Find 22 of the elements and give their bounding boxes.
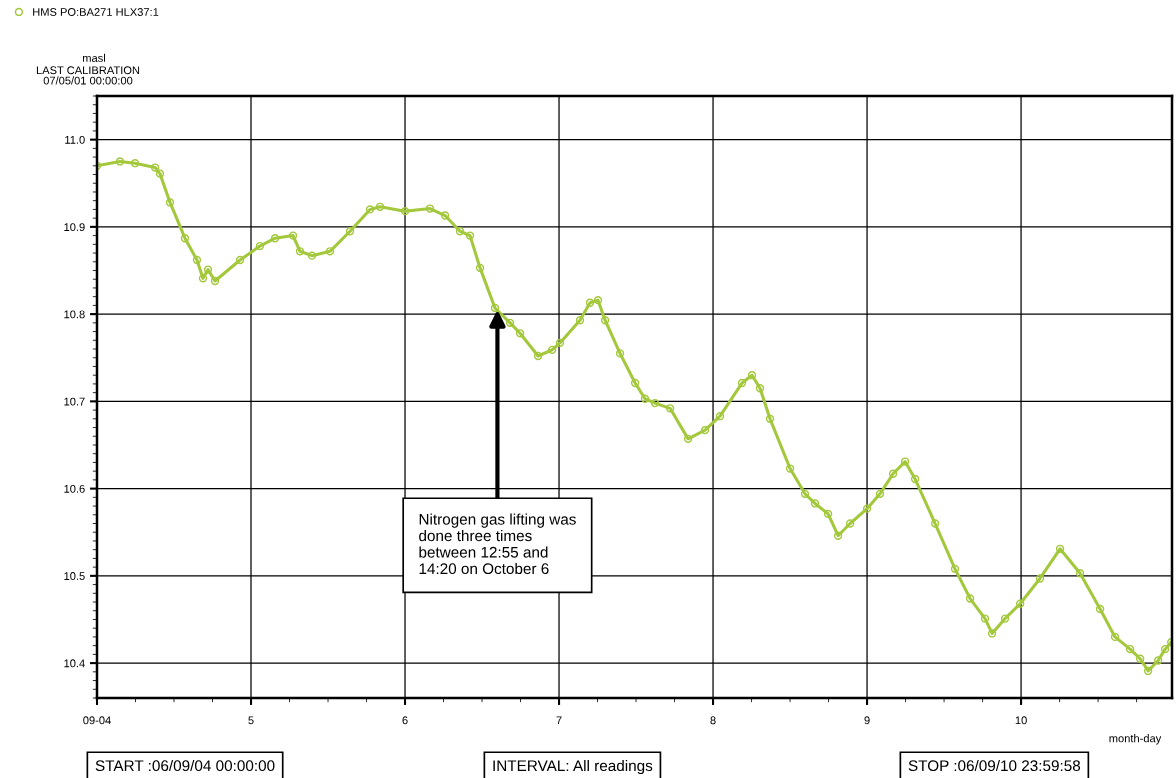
y-tick-label: 10.9 [64, 223, 85, 232]
x-tick-label: 7 [556, 716, 562, 725]
x-tick-label: 09-04 [83, 716, 111, 725]
text: STOP :06/09/10 23:59:58 [908, 759, 1081, 772]
x-tick-label: 10 [1015, 716, 1027, 725]
y-axis-title: masl [83, 53, 105, 62]
text: INTERVAL: All readings [493, 759, 653, 775]
x-tick-label: 6 [402, 716, 408, 725]
x-tick-label: 8 [710, 716, 716, 725]
y-tick-label: 10.5 [64, 572, 85, 580]
legend-label: HMS PO:BA271 HLX37:1 [33, 8, 159, 16]
text: START :06/09/04 00:00:00 [95, 759, 275, 772]
y-tick-label: 10.4 [64, 659, 85, 668]
y-tick-label: 10.7 [64, 397, 85, 406]
text: LAST CALIBRATION 07/05/01 00:00:00 [36, 66, 140, 85]
y-tick-label: 11.0 [65, 135, 85, 144]
y-tick-label: 10.6 [64, 484, 85, 493]
x-tick-label: 9 [864, 716, 870, 725]
y-tick-label: 10.8 [64, 310, 85, 319]
x-axis-title: month-day [1109, 734, 1162, 745]
annotation: Nitrogen gas lifting was done three times between 12:55 and 14:20 on October 6 [419, 513, 576, 575]
x-tick-label: 5 [248, 716, 254, 725]
